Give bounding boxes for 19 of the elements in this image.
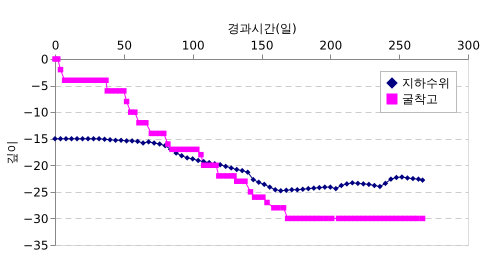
x-tick-label: 0 <box>52 38 60 52</box>
y-tick-label: −20 <box>23 158 48 173</box>
y-axis-title: 깊이 <box>5 140 20 164</box>
y-tick-label: −25 <box>23 185 48 200</box>
x-axis-title: 경과시간(일) <box>227 22 297 36</box>
x-tick-label: 200 <box>319 38 342 52</box>
x-tick-label: 250 <box>388 38 412 52</box>
y-tick-label: 0 <box>40 52 48 66</box>
x-tick-label: 150 <box>250 38 274 52</box>
x-tick-label: 50 <box>116 38 132 52</box>
x-tick-label: 300 <box>457 38 480 52</box>
y-tick-label: −15 <box>23 132 48 146</box>
legend-label: 굴착고 <box>402 92 438 106</box>
y-tick-label: −5 <box>30 79 48 94</box>
y-tick-label: −35 <box>23 238 48 252</box>
x-tick-label: 100 <box>182 38 205 52</box>
y-tick-label: −10 <box>23 106 48 120</box>
legend-label: 지하수위 <box>402 76 450 90</box>
y-tick-label: −30 <box>23 212 48 226</box>
